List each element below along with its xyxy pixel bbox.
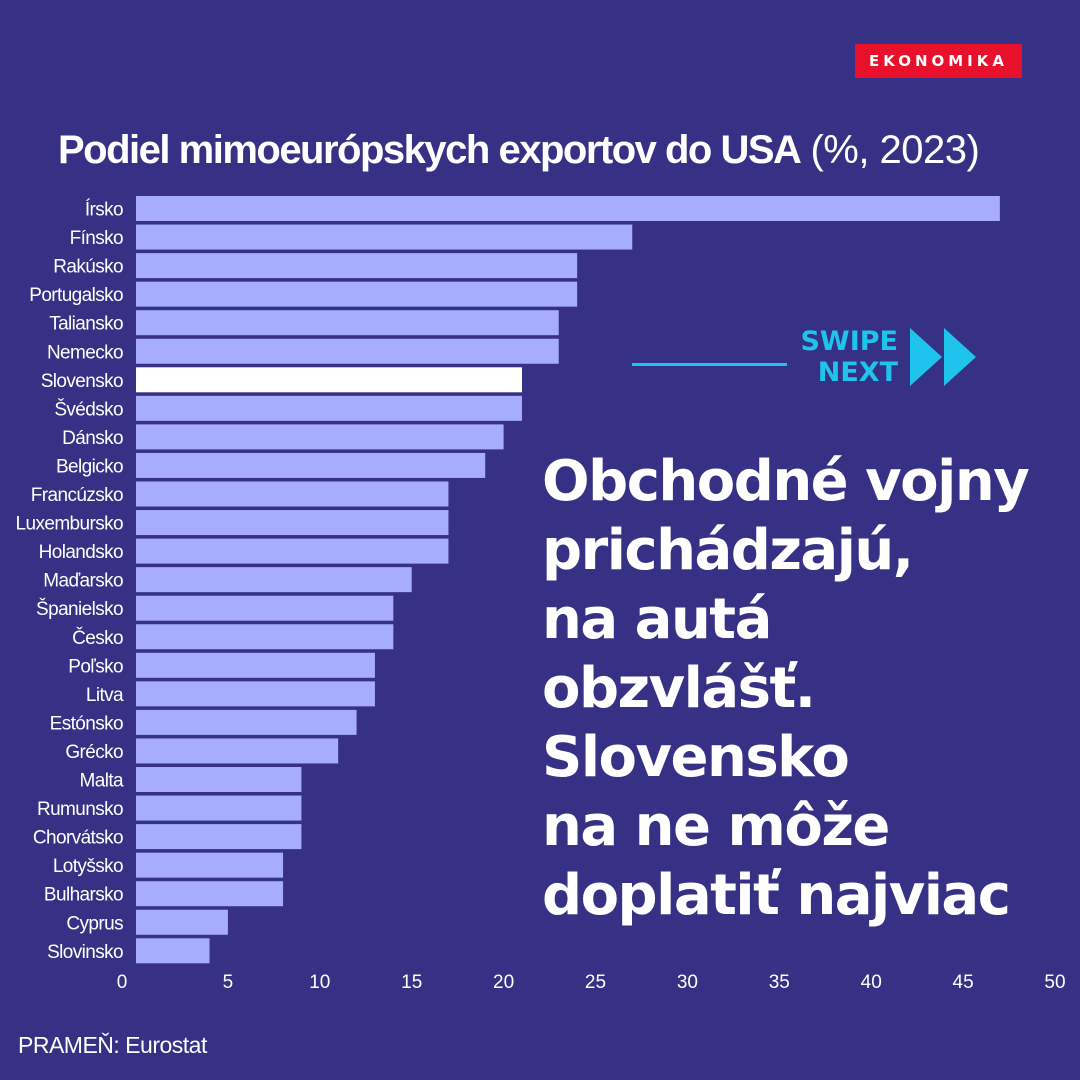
bar	[136, 538, 449, 564]
swipe-label-line1: SWIPE	[800, 326, 898, 357]
category-label: Chorvátsko	[33, 828, 123, 849]
chart-title: Podiel mimoeurópskych exportov do USA (%,…	[58, 128, 1058, 173]
category-label: Fínsko	[70, 228, 123, 249]
bar	[136, 909, 228, 935]
x-tick-label: 10	[309, 972, 330, 993]
category-label: Španielsko	[36, 598, 123, 620]
x-tick-label: 5	[223, 972, 234, 993]
category-label: Poľsko	[68, 656, 123, 677]
category-label: Cyprus	[66, 913, 123, 934]
bar	[136, 510, 449, 536]
headline-line: obzvlášť.	[542, 656, 816, 721]
bar	[136, 824, 302, 850]
x-tick-label: 45	[953, 972, 974, 993]
category-label: Taliansko	[49, 314, 123, 335]
category-label: Grécko	[65, 742, 123, 763]
category-label: Írsko	[85, 200, 123, 221]
brand-badge: EKONOMIKA	[855, 44, 1022, 78]
swipe-label-line2: NEXT	[817, 357, 898, 388]
bar	[136, 253, 578, 279]
bar	[136, 452, 486, 478]
chart-title-main: Podiel mimoeurópskych exportov do USA	[58, 128, 802, 172]
bar	[136, 595, 394, 621]
bar	[136, 852, 284, 878]
bar	[136, 424, 504, 450]
category-label: Belgicko	[56, 456, 123, 477]
headline-line: doplatiť najviac	[542, 863, 1011, 928]
category-label: Portugalsko	[29, 285, 123, 306]
highlighted-bar	[136, 367, 522, 393]
bar	[136, 652, 375, 678]
category-label: Slovensko	[41, 371, 123, 392]
bar	[136, 481, 449, 507]
bar	[136, 224, 633, 250]
bar	[136, 709, 357, 735]
bar	[136, 938, 210, 964]
bar	[136, 767, 302, 792]
swipe-label[interactable]: SWIPE NEXT	[786, 326, 898, 388]
category-label: Rakúsko	[53, 257, 123, 278]
bar	[136, 310, 559, 336]
source-note: PRAMEŇ: Eurostat	[18, 1032, 207, 1058]
category-label: Malta	[80, 771, 124, 792]
category-label: Rumunsko	[37, 799, 123, 820]
category-label: Lotyšsko	[53, 856, 123, 877]
headline-line: na autá	[542, 587, 772, 652]
category-label: Česko	[72, 627, 123, 649]
bar	[136, 738, 339, 764]
bar	[136, 624, 394, 650]
category-label: Dánsko	[62, 428, 123, 449]
bar	[136, 795, 302, 821]
category-label: Slovinsko	[47, 942, 123, 963]
category-label: Litva	[86, 685, 124, 706]
double-chevron-right-icon[interactable]	[908, 326, 978, 388]
category-label: Luxembursko	[16, 514, 123, 535]
headline-line: Obchodné vojny	[542, 449, 1030, 514]
x-tick-label: 35	[769, 972, 790, 993]
bar	[136, 395, 522, 421]
x-tick-label: 50	[1044, 972, 1065, 993]
category-label: Holandsko	[39, 542, 123, 563]
category-label: Francúzsko	[31, 485, 123, 506]
x-tick-label: 15	[401, 972, 422, 993]
chart-title-unit: (%, 2023)	[810, 128, 980, 172]
category-label: Nemecko	[47, 342, 123, 363]
headline-line: Slovensko	[542, 725, 850, 790]
bar	[136, 196, 1000, 221]
swipe-line	[632, 363, 787, 366]
category-label: Bulharsko	[44, 885, 123, 906]
bar	[136, 281, 578, 307]
category-label: Švédsko	[54, 398, 123, 420]
x-tick-label: 40	[861, 972, 882, 993]
category-label: Maďarsko	[43, 571, 123, 592]
headline-line: prichádzajú,	[542, 518, 914, 583]
category-label: Estónsko	[50, 713, 123, 734]
headline: Obchodné vojny prichádzajú, na autá obzv…	[542, 447, 1072, 930]
headline-line: na ne môže	[542, 794, 890, 859]
x-tick-label: 0	[117, 972, 128, 993]
x-tick-label: 30	[677, 972, 698, 993]
bar	[136, 338, 559, 364]
bar	[136, 567, 412, 593]
bar	[136, 681, 375, 707]
x-tick-label: 20	[493, 972, 514, 993]
bar	[136, 881, 284, 907]
x-tick-label: 25	[585, 972, 606, 993]
